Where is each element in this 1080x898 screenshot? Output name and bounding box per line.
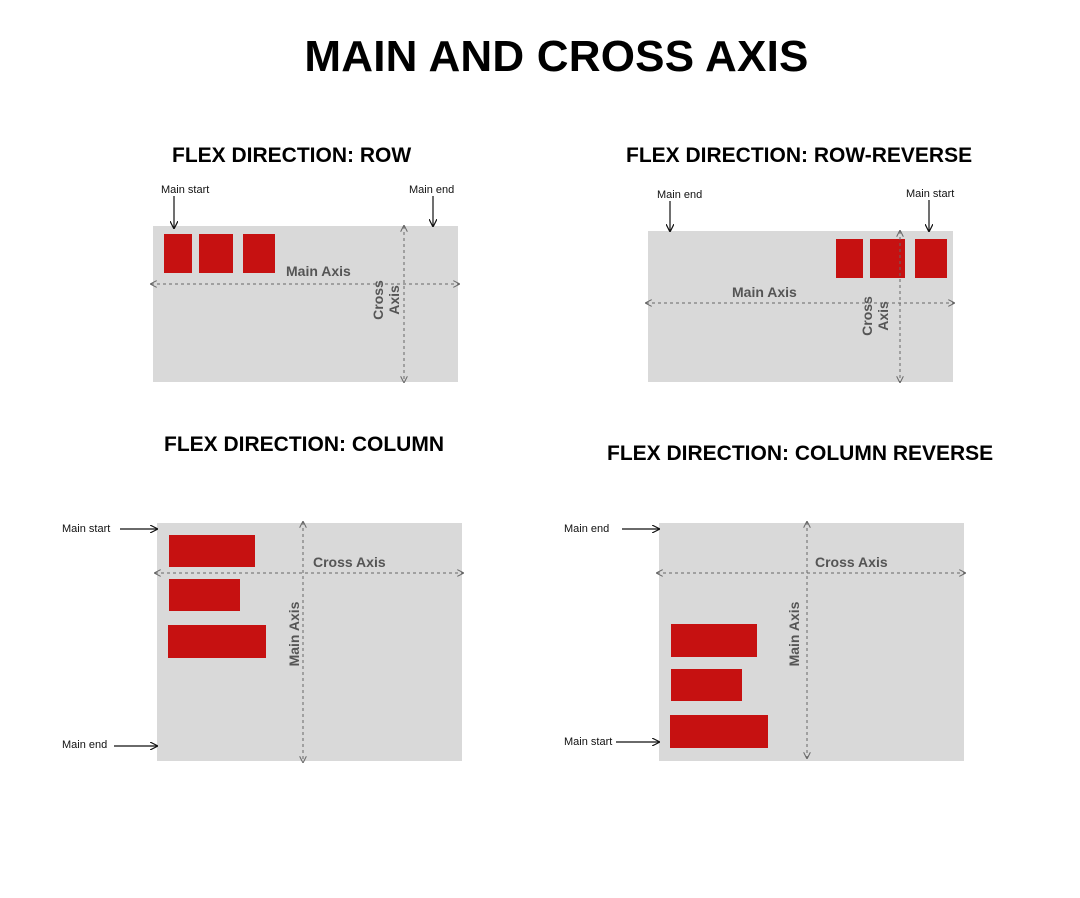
main-end-label: Main end [409, 184, 455, 196]
main-axis-label: Main Axis [286, 263, 351, 279]
panel-title: FLEX DIRECTION: COLUMN REVERSE [607, 442, 994, 465]
main-start-label: Main start [564, 736, 613, 748]
main-end-label: Main end [657, 189, 703, 201]
flex-item [199, 234, 233, 273]
flex-item [164, 234, 192, 273]
flex-item [169, 535, 255, 567]
cross-axis-label: Cross Axis [313, 554, 386, 570]
flex-item [915, 239, 947, 278]
flex-item [671, 624, 757, 657]
main-start-label: Main start [906, 188, 955, 200]
page-title: MAIN AND CROSS AXIS [304, 32, 809, 81]
panel-title: FLEX DIRECTION: ROW [172, 144, 412, 167]
flex-item [670, 715, 768, 748]
flex-item [168, 625, 266, 658]
cross-axis-label: Cross Axis [815, 554, 888, 570]
main-axis-label: Main Axis [732, 284, 797, 300]
main-start-label: Main start [62, 523, 111, 535]
main-end-label: Main end [564, 523, 610, 535]
flex-item [671, 669, 742, 701]
panel-title: FLEX DIRECTION: COLUMN [164, 433, 444, 456]
flex-item [169, 579, 240, 611]
main-start-label: Main start [161, 184, 210, 196]
flex-item [836, 239, 863, 278]
panel-title: FLEX DIRECTION: ROW-REVERSE [626, 144, 973, 167]
main-end-label: Main end [62, 739, 108, 751]
flex-item [243, 234, 275, 273]
